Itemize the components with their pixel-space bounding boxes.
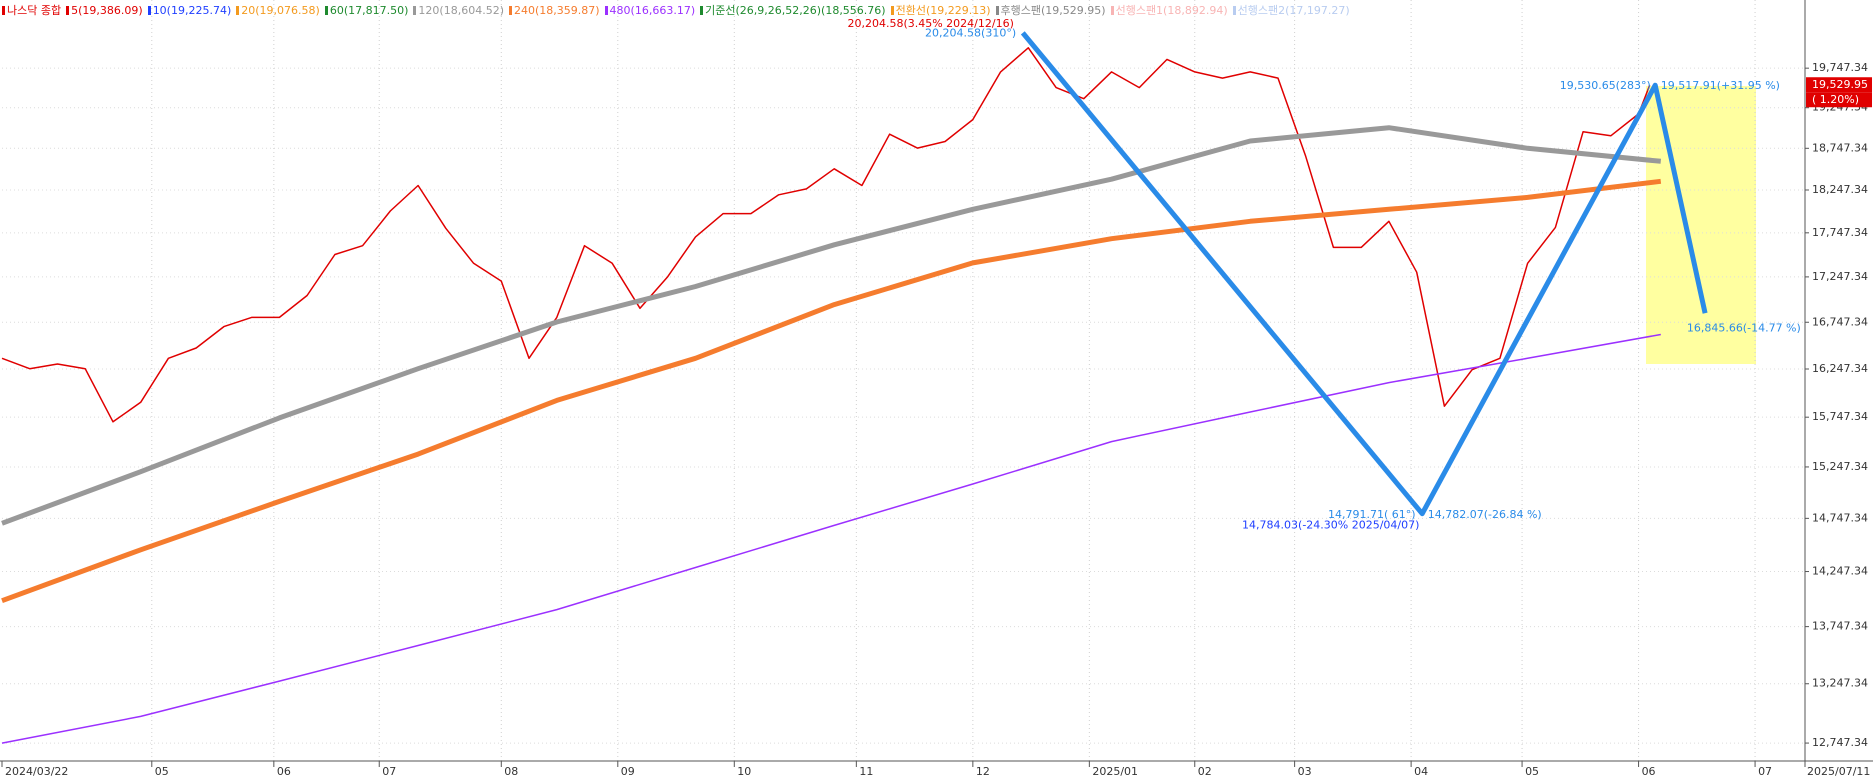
x-tick-label: 04 [1414, 765, 1428, 778]
y-tick-label: 17,747.34 [1812, 226, 1868, 239]
x-tick-label: 06 [277, 765, 291, 778]
y-tick-label: 14,747.34 [1812, 511, 1868, 524]
legend-label: 선행스팬1(18,892.94) [1115, 4, 1228, 17]
annotation: 14,791.71( 61°) [1328, 508, 1416, 521]
x-tick-label: 2025/07/11 [1807, 765, 1870, 778]
legend-label: 선행스팬2(17,197.27) [1237, 4, 1350, 17]
x-tick-label: 05 [155, 765, 169, 778]
series-line [1, 125, 1662, 526]
legend-label: 480(16,663.17) [609, 4, 696, 17]
series-line [1, 333, 1661, 744]
legend-item: 10(19,225.74) [147, 4, 232, 17]
legend-swatch [1232, 6, 1236, 15]
x-tick-label: 2024/03/22 [5, 765, 68, 778]
legend-swatch [700, 6, 704, 15]
legend-item: 전환선(19,229.13) [890, 4, 991, 17]
legend-item: 5(19,386.09) [66, 4, 143, 17]
legend-label: 10(19,225.74) [152, 4, 232, 17]
legend-swatch [995, 6, 999, 15]
x-tick-label: 2025/01 [1092, 765, 1138, 778]
legend-item: 240(18,359.87) [508, 4, 600, 17]
annotation: 19,517.91(+31.95 %) [1661, 79, 1780, 92]
last-change-label: ( 1.20%) [1812, 93, 1859, 106]
legend-item: 선행스팬2(17,197.27) [1232, 4, 1350, 17]
annotation: 20,204.58(310°) [925, 27, 1016, 40]
x-tick-label: 11 [859, 765, 873, 778]
plot-area: 20,204.58(3.45% 2024/12/16)20,204.58(310… [1, 17, 1801, 744]
x-tick-label: 12 [976, 765, 990, 778]
legend-item: 기준선(26,9,26,52,26)(18,556.76) [700, 4, 886, 17]
series-line [1, 178, 1662, 604]
legend-item: 선행스팬1(18,892.94) [1110, 4, 1228, 17]
legend-item: 480(16,663.17) [604, 4, 696, 17]
y-tick-label: 13,247.34 [1812, 677, 1868, 690]
annotation: 19,530.65(283°) [1560, 79, 1651, 92]
legend-swatch [324, 6, 328, 15]
legend-label: 240(18,359.87) [513, 4, 600, 17]
last-change-box [1806, 92, 1872, 108]
legend-swatch [66, 6, 70, 15]
y-tick-label: 17,247.34 [1812, 270, 1868, 283]
legend-item: 20(19,076.58) [236, 4, 320, 17]
legend-swatch [236, 6, 240, 15]
x-tick-label: 06 [1642, 765, 1656, 778]
legend-swatch [508, 6, 512, 15]
legend-label: 120(18,604.52) [418, 4, 504, 17]
y-tick-label: 19,747.34 [1812, 61, 1868, 74]
legend-label: 60(17,817.50) [329, 4, 409, 17]
annotation: 16,845.66(-14.77 %) [1687, 322, 1801, 335]
x-tick-label: 09 [621, 765, 635, 778]
legend-swatch [147, 6, 151, 15]
legend-label: 후행스팬(19,529.95) [1000, 4, 1106, 17]
y-tick-label: 13,747.34 [1812, 620, 1868, 633]
legend-swatch [604, 6, 608, 15]
series-line [1, 47, 1651, 423]
legend-label: 전환선(19,229.13) [895, 4, 991, 17]
y-tick-label: 15,747.34 [1812, 410, 1868, 423]
y-tick-label: 18,747.34 [1812, 141, 1868, 154]
last-price-box [1806, 77, 1872, 93]
legend-item: 나스닥 종합 [2, 4, 61, 17]
x-tick-label: 08 [504, 765, 518, 778]
x-tick-label: 07 [382, 765, 396, 778]
legend-swatch [1110, 6, 1114, 15]
x-tick-label: 03 [1298, 765, 1312, 778]
legend-label: 5(19,386.09) [71, 4, 143, 17]
x-tick-label: 02 [1198, 765, 1212, 778]
legend-item: 후행스팬(19,529.95) [995, 4, 1106, 17]
zigzag-line [1020, 31, 1708, 517]
legend-label: 나스닥 종합 [7, 4, 62, 17]
annotation: 20,204.58(3.45% 2024/12/16) [847, 17, 1013, 30]
x-tick-label: 05 [1525, 765, 1539, 778]
y-tick-label: 16,747.34 [1812, 315, 1868, 328]
last-price-label: 19,529.95 [1812, 78, 1868, 91]
annotation: 14,784.03(-24.30% 2025/04/07) [1242, 519, 1419, 532]
legend: 나스닥 종합 5(19,386.09) 10(19,225.74) 20(19,076… [2, 2, 1355, 18]
y-tick-label: 16,247.34 [1812, 362, 1868, 375]
legend-item: 120(18,604.52) [413, 4, 504, 17]
legend-label: 기준선(26,9,26,52,26)(18,556.76) [705, 4, 886, 17]
legend-swatch [890, 6, 894, 15]
legend-item: 60(17,817.50) [324, 4, 409, 17]
x-tick-label: 10 [737, 765, 751, 778]
y-tick-label: 14,247.34 [1812, 565, 1868, 578]
annotation: 14,782.07(-26.84 %) [1428, 508, 1542, 521]
legend-label: 20(19,076.58) [241, 4, 320, 17]
grid [2, 0, 1805, 761]
legend-swatch [2, 6, 5, 15]
legend-swatch [413, 6, 417, 15]
y-tick-label: 12,747.34 [1812, 736, 1868, 749]
y-tick-label: 15,247.34 [1812, 460, 1868, 473]
x-tick-label: 07 [1758, 765, 1772, 778]
y-tick-label: 18,247.34 [1812, 183, 1868, 196]
